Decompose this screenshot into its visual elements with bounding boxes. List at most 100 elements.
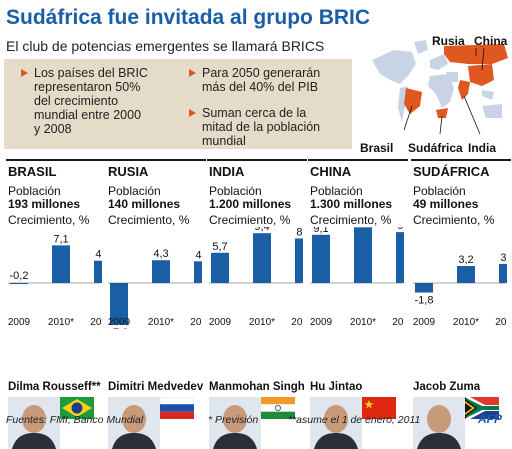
growth-bar: [94, 261, 102, 283]
year-tick-label: 2010*: [48, 317, 74, 328]
country-name: INDIA: [209, 164, 244, 179]
growth-label: Crecimiento, %: [209, 213, 290, 227]
growth-label: Crecimiento, %: [413, 213, 494, 227]
map-label-brazil: Brasil: [360, 141, 393, 155]
year-tick-label: 2009: [8, 317, 31, 328]
fact-line: más del 40% del PIB: [202, 80, 320, 94]
leader-name: Manmohan Singh: [209, 381, 305, 393]
brazil-flag-icon: [60, 329, 94, 351]
country-name: CHINA: [310, 164, 351, 179]
growth-value-label: -1,8: [415, 295, 434, 307]
fact-line: mitad de la población: [202, 120, 320, 134]
map-label-china: China: [474, 34, 507, 48]
chart-subtitle: El club de potencias emergentes se llama…: [6, 38, 324, 54]
growth-value-label: 5,7: [212, 241, 227, 253]
growth-bar: [499, 264, 507, 283]
growth-bar-chart: 9,1200910,52010*9,62011*: [308, 227, 404, 329]
fact-line: Los países del BRIC: [34, 66, 148, 80]
fact-line: Suman cerca de la: [202, 106, 320, 120]
growth-value-label: 4,1: [195, 249, 202, 261]
growth-bar: [253, 233, 271, 283]
world-map-icon: [364, 30, 510, 150]
leader-name: Dilma Rousseff**: [8, 381, 101, 393]
footer-sources: Fuentes: FMI, Banco Mundial: [6, 414, 143, 426]
leader-photo: [108, 329, 160, 381]
population-label: Población: [8, 184, 61, 198]
fact-line: del crecimiento: [34, 94, 148, 108]
panel-rule: [207, 159, 307, 161]
population-value: 49 millones: [413, 197, 478, 211]
growth-value-label: 4,2: [95, 249, 102, 261]
growth-bar: [152, 260, 170, 283]
year-tick-label: 2010*: [249, 317, 275, 328]
growth-bar: [396, 232, 404, 283]
year-tick-label: 2011*: [90, 317, 102, 328]
india-flag-icon: [261, 329, 295, 351]
population-value: 193 millones: [8, 197, 80, 211]
population-label: Población: [108, 184, 161, 198]
growth-value-label: 3,2: [458, 254, 473, 266]
year-tick-label: 2011*: [495, 317, 507, 328]
year-tick-label: 2009: [108, 317, 131, 328]
fact-gdp: Para 2050 generarán más del 40% del PIB: [202, 66, 320, 94]
population-label: Población: [209, 184, 262, 198]
chart-title: Sudáfrica fue invitada al grupo BRIC: [6, 6, 370, 30]
leader-photo: [413, 329, 465, 381]
leader-photo: [209, 329, 261, 381]
growth-bar: [354, 227, 372, 283]
growth-label: Crecimiento, %: [310, 213, 391, 227]
growth-bar: [10, 283, 28, 284]
country-name: SUDÁFRICA: [413, 164, 490, 179]
growth-bar: [211, 253, 229, 283]
year-tick-label: 2010*: [148, 317, 174, 328]
leader-name: Hu Jintao: [310, 381, 362, 393]
leader-photo: [8, 329, 60, 381]
growth-value-label: 7,1: [53, 233, 68, 245]
year-tick-label: 2009: [310, 317, 333, 328]
growth-bar: [194, 261, 202, 283]
world-map: Rusia China Brasil Sudáfrica India: [364, 30, 510, 150]
country-name: RUSIA: [108, 164, 148, 179]
bullet-arrow-icon: [21, 69, 28, 77]
map-label-south-africa: Sudáfrica: [408, 141, 463, 155]
growth-bar: [457, 266, 475, 283]
footer-note-inauguration: **asume el 1 de enero, 2011: [288, 414, 420, 426]
map-label-india: India: [468, 141, 496, 155]
fact-growth-share: Los países del BRIC representaron 50% de…: [34, 66, 148, 136]
population-value: 1.200 millones: [209, 197, 291, 211]
map-label-russia: Rusia: [432, 34, 465, 48]
year-tick-label: 2010*: [350, 317, 376, 328]
growth-value-label: 4,3: [153, 248, 168, 260]
growth-value-label: 9,1: [313, 227, 328, 235]
country-name: BRASIL: [8, 164, 56, 179]
south-africa-flag-icon: [465, 329, 499, 351]
panel-rule: [411, 159, 511, 161]
fact-line: Para 2050 generarán: [202, 66, 320, 80]
bullet-arrow-icon: [189, 69, 196, 77]
leader-name: Jacob Zuma: [413, 381, 480, 393]
footer-note-forecast: * Previsión: [208, 414, 258, 426]
population-value: 1.300 millones: [310, 197, 392, 211]
growth-value-label: 9,6: [397, 227, 404, 232]
leader-photo: [310, 329, 362, 381]
afp-logo: AFP: [478, 412, 502, 426]
population-label: Población: [310, 184, 363, 198]
panel-rule: [106, 159, 206, 161]
leader-name: Dimitri Medvedev: [108, 381, 203, 393]
growth-label: Crecimiento, %: [108, 213, 189, 227]
year-tick-label: 2011*: [291, 317, 303, 328]
fact-line: representaron 50%: [34, 80, 148, 94]
year-tick-label: 2009: [209, 317, 232, 328]
year-tick-label: 2009: [413, 317, 436, 328]
population-label: Población: [413, 184, 466, 198]
growth-value-label: 8,4: [296, 227, 303, 238]
year-tick-label: 2011*: [392, 317, 404, 328]
growth-bar: [312, 235, 330, 283]
